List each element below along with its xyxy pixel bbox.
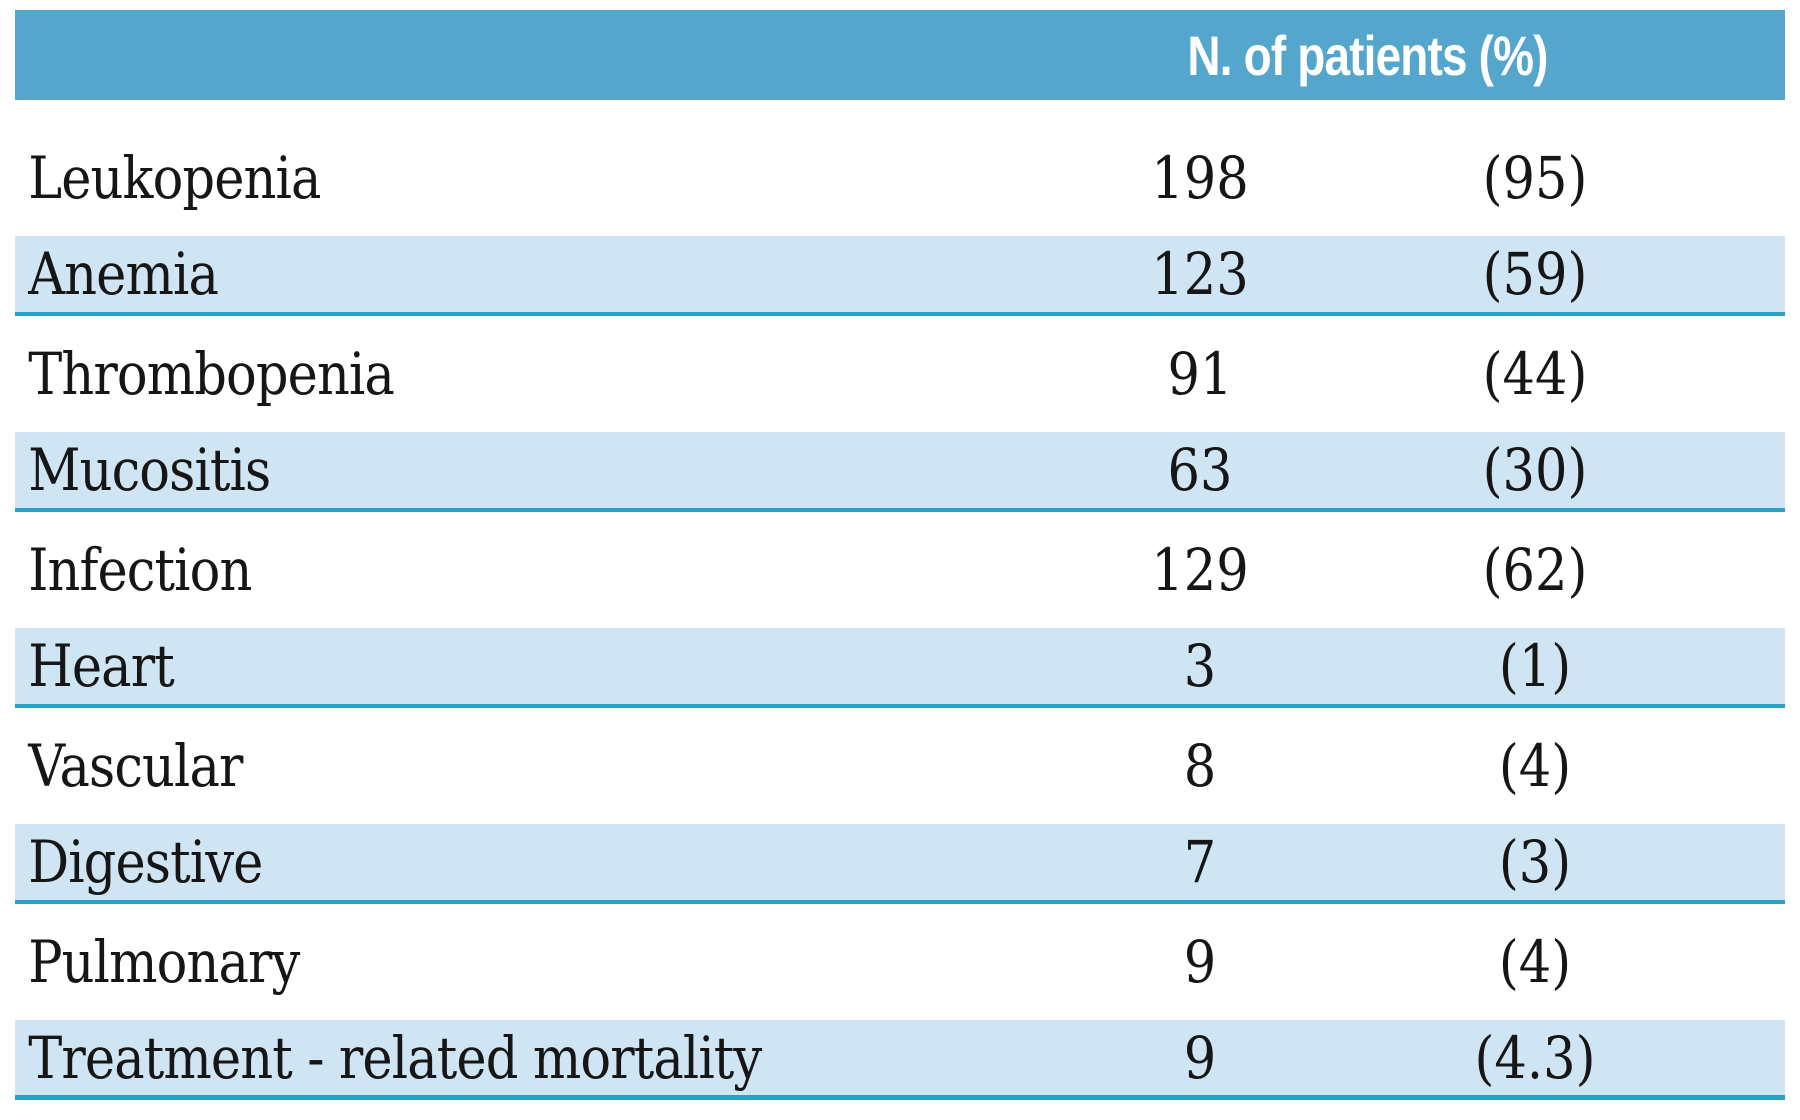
row-count: 91 <box>1167 340 1233 408</box>
row-label: Mucositis <box>28 436 271 504</box>
row-count: 9 <box>1183 1023 1217 1092</box>
table-row: Vascular 8 (4) <box>15 708 1785 824</box>
table-header-row: N. of patients (%) <box>15 10 1785 100</box>
table-row: Anemia 123 (59) <box>15 236 1785 316</box>
row-percent: (44) <box>1482 340 1588 408</box>
row-percent: (59) <box>1482 240 1588 308</box>
row-percent: (3) <box>1498 828 1572 896</box>
table-row: Leukopenia 198 (95) <box>15 120 1785 236</box>
row-label: Thrombopenia <box>28 340 395 408</box>
row-label: Digestive <box>28 828 263 896</box>
table-row: Digestive 7 (3) <box>15 824 1785 904</box>
table-row: Pulmonary 9 (4) <box>15 904 1785 1020</box>
row-label: Vascular <box>28 732 243 800</box>
table-row: Mucositis 63 (30) <box>15 432 1785 512</box>
row-label: Leukopenia <box>28 144 321 212</box>
row-percent: (4.3) <box>1474 1023 1596 1092</box>
row-count: 198 <box>1151 144 1249 212</box>
row-count: 8 <box>1183 732 1217 800</box>
row-count: 9 <box>1183 928 1217 996</box>
row-label: Treatment - related mortality <box>28 1023 762 1092</box>
row-percent: (95) <box>1482 144 1588 212</box>
table-row: Infection 129 (62) <box>15 512 1785 628</box>
row-percent: (30) <box>1482 436 1588 504</box>
row-percent: (62) <box>1482 536 1588 604</box>
row-label: Heart <box>28 632 175 700</box>
row-percent: (1) <box>1498 632 1572 700</box>
toxicity-table: N. of patients (%) Leukopenia 198 (95) A… <box>15 10 1785 1100</box>
row-count: 63 <box>1167 436 1233 504</box>
row-percent: (4) <box>1498 928 1572 996</box>
row-label: Infection <box>28 536 252 604</box>
row-label: Pulmonary <box>28 928 300 996</box>
table-row: Heart 3 (1) <box>15 628 1785 708</box>
row-count: 7 <box>1183 828 1217 896</box>
row-count: 3 <box>1183 632 1217 700</box>
table-row: Thrombopenia 91 (44) <box>15 316 1785 432</box>
table-row: Treatment - related mortality 9 (4.3) <box>15 1020 1785 1100</box>
table-header-title: N. of patients (%) <box>1187 23 1548 87</box>
row-percent: (4) <box>1498 732 1572 800</box>
row-count: 129 <box>1151 536 1249 604</box>
row-label: Anemia <box>28 240 219 308</box>
row-count: 123 <box>1151 240 1249 308</box>
